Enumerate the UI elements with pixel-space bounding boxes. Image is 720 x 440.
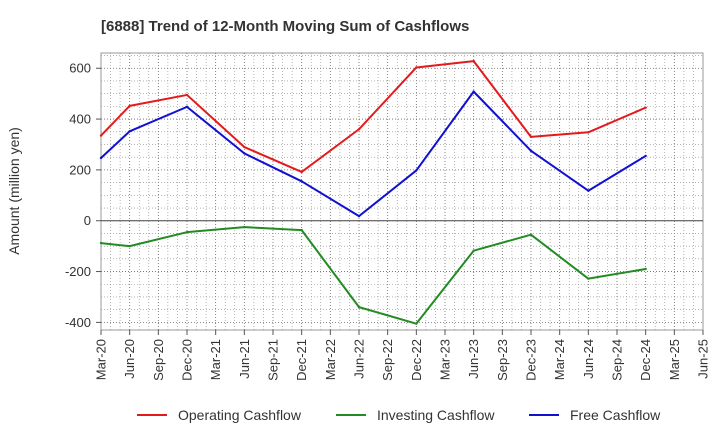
data-point-free-cashflow bbox=[185, 105, 189, 109]
series-lines bbox=[99, 59, 647, 325]
x-tick-label: Mar-20 bbox=[94, 339, 109, 380]
data-point-free-cashflow bbox=[357, 214, 361, 218]
chart-title: [6888] Trend of 12-Month Moving Sum of C… bbox=[101, 18, 469, 35]
x-tick-label: Sep-22 bbox=[380, 339, 395, 381]
x-tick-label: Dec-24 bbox=[638, 339, 653, 381]
data-point-investing-cashflow bbox=[300, 228, 303, 232]
legend-label: Investing Cashflow bbox=[377, 407, 495, 423]
x-tick-label: Jun-21 bbox=[237, 339, 252, 379]
data-point-investing-cashflow bbox=[357, 305, 361, 309]
data-point-operating-cashflow bbox=[357, 128, 361, 131]
y-tick-label: 400 bbox=[69, 112, 91, 127]
legend-item-investing-cashflow: Investing Cashflow bbox=[336, 407, 495, 423]
data-point-free-cashflow bbox=[99, 156, 103, 160]
x-tick-label: Dec-20 bbox=[180, 339, 195, 381]
legend: Operating Cashflow Investing Cashflow Free… bbox=[137, 407, 661, 423]
x-tick-label: Sep-20 bbox=[151, 339, 166, 381]
data-point-operating-cashflow bbox=[128, 104, 131, 108]
series-line-free-cashflow bbox=[100, 90, 647, 218]
data-point-investing-cashflow bbox=[472, 249, 475, 252]
legend-item-operating-cashflow: Operating Cashflow bbox=[137, 407, 302, 423]
y-tick-label: -400 bbox=[65, 315, 91, 330]
x-tick-label: Sep-24 bbox=[610, 339, 625, 381]
x-tick-label: Dec-23 bbox=[524, 339, 539, 381]
data-point-operating-cashflow bbox=[99, 134, 103, 137]
x-tick-label: Dec-21 bbox=[294, 339, 309, 381]
legend-label: Operating Cashflow bbox=[178, 407, 302, 423]
series-line-operating-cashflow bbox=[100, 60, 647, 173]
y-tick-label: -200 bbox=[65, 264, 91, 279]
x-tick-label: Jun-25 bbox=[696, 339, 711, 379]
data-point-free-cashflow bbox=[587, 189, 590, 192]
x-tick-label: Jun-20 bbox=[122, 339, 137, 379]
data-point-operating-cashflow bbox=[300, 170, 303, 174]
x-tick-label: Mar-22 bbox=[323, 339, 338, 380]
y-tick-label: 600 bbox=[69, 61, 91, 76]
data-point-free-cashflow bbox=[128, 130, 131, 133]
series-line-investing-cashflow bbox=[100, 226, 646, 325]
data-point-operating-cashflow bbox=[644, 106, 647, 109]
x-tick-label: Mar-21 bbox=[208, 339, 223, 380]
data-point-investing-cashflow bbox=[644, 267, 647, 271]
y-tick-label: 200 bbox=[69, 162, 91, 177]
grid bbox=[100, 52, 704, 331]
data-point-investing-cashflow bbox=[243, 225, 246, 229]
legend-item-free-cashflow: Free Cashflow bbox=[529, 407, 661, 423]
x-tick-label: Dec-22 bbox=[409, 339, 424, 381]
x-tick-label: Mar-25 bbox=[667, 339, 682, 380]
x-tick-label: Jun-22 bbox=[352, 339, 367, 379]
data-point-investing-cashflow bbox=[99, 241, 103, 245]
legend-label: Free Cashflow bbox=[570, 407, 661, 423]
data-point-free-cashflow bbox=[243, 152, 246, 155]
data-point-investing-cashflow bbox=[128, 244, 131, 248]
data-point-free-cashflow bbox=[529, 149, 533, 153]
data-point-operating-cashflow bbox=[472, 59, 475, 63]
x-tick-label: Mar-24 bbox=[552, 339, 567, 380]
data-point-operating-cashflow bbox=[185, 93, 189, 97]
data-point-operating-cashflow bbox=[415, 66, 418, 69]
data-point-free-cashflow bbox=[415, 169, 418, 172]
y-axis-label: Amount (million yen) bbox=[6, 127, 22, 255]
data-point-investing-cashflow bbox=[185, 230, 189, 234]
data-point-investing-cashflow bbox=[529, 233, 533, 236]
data-point-operating-cashflow bbox=[529, 135, 533, 139]
data-point-operating-cashflow bbox=[587, 131, 590, 134]
plot-frame bbox=[100, 52, 704, 331]
data-point-investing-cashflow bbox=[415, 322, 418, 325]
data-point-operating-cashflow bbox=[243, 145, 246, 149]
x-tick-label: Jun-24 bbox=[581, 339, 596, 379]
data-point-investing-cashflow bbox=[587, 277, 590, 280]
y-tick-label: 0 bbox=[84, 213, 91, 228]
x-tick-label: Jun-23 bbox=[466, 339, 481, 379]
data-point-free-cashflow bbox=[300, 180, 303, 183]
x-tick-label: Mar-23 bbox=[438, 339, 453, 380]
x-tick-label: Sep-21 bbox=[266, 339, 281, 381]
x-tick-label: Sep-23 bbox=[495, 339, 510, 381]
data-point-free-cashflow bbox=[472, 90, 475, 93]
data-point-free-cashflow bbox=[644, 154, 647, 158]
